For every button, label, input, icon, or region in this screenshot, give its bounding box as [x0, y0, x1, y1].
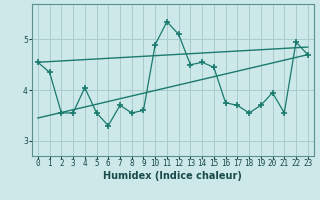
X-axis label: Humidex (Indice chaleur): Humidex (Indice chaleur) — [103, 171, 242, 181]
